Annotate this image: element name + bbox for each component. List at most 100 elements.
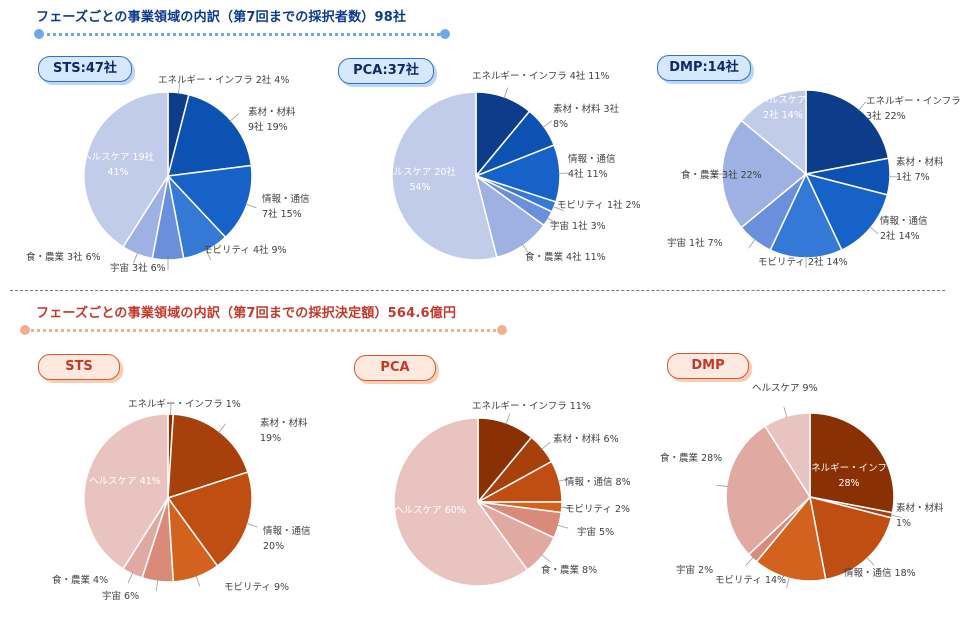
leader-line xyxy=(858,101,867,111)
data-label-materials: 素材・材料 1% xyxy=(896,502,944,529)
data-label-healthcare: ヘルスケア 41% xyxy=(89,476,161,487)
pie-slice-healthcare xyxy=(393,417,529,587)
data-label-space: 宇宙 5% xyxy=(577,526,614,538)
leader-line xyxy=(127,572,134,584)
pie-chart-dmp-count: エネルギー・インフラ 3社 22% 素材・材料 1社 7% 情報・通信 2社 14% モビリ… xyxy=(667,89,960,268)
underline-end-dot xyxy=(20,325,30,335)
leader-line xyxy=(716,484,729,488)
title-underline-top xyxy=(40,33,440,36)
pill-sts-amount: STS xyxy=(38,354,120,380)
data-label-healthcare: ヘルスケア 60% xyxy=(394,505,466,516)
pie-slice-energy-infra xyxy=(809,412,895,514)
leader-line xyxy=(869,226,879,235)
data-label-mobility: モビリティ 2% xyxy=(565,504,630,515)
leader-line xyxy=(541,554,551,563)
leader-line xyxy=(783,406,788,419)
data-label-space: 宇宙 1社 3% xyxy=(550,220,606,232)
data-label-info-comm: 情報・通信 7社 15% xyxy=(262,193,310,220)
underline-end-dot xyxy=(440,29,450,39)
data-label-food-agri: 食・農業 28% xyxy=(660,452,722,464)
leader-line xyxy=(133,252,139,264)
data-label-mobility: モビリティ 14% xyxy=(715,575,786,586)
leader-line xyxy=(245,203,257,209)
data-label-materials: 素材・材料 1社 7% xyxy=(896,156,944,183)
data-label-info-comm: 情報・通信 4社 11% xyxy=(568,153,616,180)
leader-line xyxy=(748,238,756,249)
data-label-energy-infra: エネルギー・インフラ 3社 22% xyxy=(866,96,960,122)
title-underline-bottom xyxy=(26,329,501,332)
pie-slice-healthcare xyxy=(740,89,807,176)
leader-line xyxy=(546,217,558,225)
data-label-space: 宇宙 2% xyxy=(676,564,713,576)
leader-line xyxy=(229,113,239,122)
pie-chart-sts-amount: エネルギー・インフラ 1% 素材・材料 19% 情報・通信 20% モビリティ 9% 宇宙 … xyxy=(52,399,311,602)
underline-end-dot xyxy=(34,29,44,39)
leader-line xyxy=(505,413,511,425)
data-label-space: 宇宙 6% xyxy=(102,590,139,602)
leader-line xyxy=(786,576,790,589)
section-title-funding-amount: フェーズごとの事業領域の内訳（第7回までの採択決定額）564.6億円 xyxy=(36,306,457,321)
leader-line xyxy=(155,579,159,592)
data-label-space: 宇宙 1社 7% xyxy=(667,237,723,249)
data-label-healthcare: ヘルスケア 9% xyxy=(752,383,818,394)
data-label-mobility: モビリティ 9% xyxy=(224,582,289,593)
leader-line xyxy=(557,478,570,482)
data-label-healthcare: ヘルスケア 2社 14% xyxy=(759,95,807,121)
data-label-info-comm: 情報・通信 20% xyxy=(263,525,311,552)
data-label-food-agri: 食・農業 3社 22% xyxy=(681,169,762,181)
data-label-food-agri: 食・農業 8% xyxy=(541,564,597,576)
pie-chart-dmp-amount: エネルギー・インフラ 28% 素材・材料 1% 情報・通信 18% モビリティ 14%宇宙… xyxy=(660,383,944,589)
pill-pca-count: PCA:37社 xyxy=(338,58,434,84)
data-label-healthcare: ヘルスケア 19社 41% xyxy=(82,151,155,178)
data-label-energy-infra: エネルギー・インフラ 1% xyxy=(128,399,241,410)
leader-line xyxy=(205,249,212,260)
pie-chart-pca-count: エネルギー・インフラ 4社 11% 素材・材料 3社 8% 情報・通信 4社 11% モビ… xyxy=(384,70,641,263)
data-label-mobility: モビリティ 1社 2% xyxy=(557,199,641,211)
pie-slice-healthcare xyxy=(83,91,169,248)
leader-line xyxy=(195,575,201,587)
leader-line xyxy=(542,120,553,128)
data-label-materials: 素材・材料 3社 8% xyxy=(553,103,620,130)
leader-line xyxy=(246,523,258,528)
data-label-info-comm: 情報・通信 18% xyxy=(844,567,916,579)
pie-slice-healthcare xyxy=(391,91,498,261)
data-label-healthcare: ヘルスケア 20社 54% xyxy=(384,166,457,193)
data-label-food-agri: 食・農業 3社 6% xyxy=(26,251,101,263)
data-label-info-comm: 情報・通信 8% xyxy=(565,476,631,488)
pie-chart-pca-amount: エネルギー・インフラ 11% 素材・材料 6% 情報・通信 8% モビリティ 2% 宇宙… xyxy=(393,401,631,587)
data-label-materials: 素材・材料 6% xyxy=(553,433,619,445)
leader-line xyxy=(560,506,572,509)
leader-line xyxy=(177,82,181,95)
data-label-energy-infra: エネルギー・インフラ 28% xyxy=(802,463,897,489)
pie-slice-healthcare xyxy=(83,413,169,570)
leader-line xyxy=(521,243,530,254)
leader-line xyxy=(503,87,509,99)
leader-line xyxy=(218,423,226,434)
data-label-space: 宇宙 3社 6% xyxy=(110,262,166,274)
data-label-energy-infra: エネルギー・インフラ 2社 4% xyxy=(158,74,289,86)
leader-line xyxy=(745,556,754,566)
data-label-mobility: モビリティ 4社 9% xyxy=(203,244,287,256)
data-label-energy-infra: エネルギー・インフラ 11% xyxy=(472,401,591,412)
leader-line xyxy=(552,205,564,211)
section-divider xyxy=(10,290,945,291)
pill-dmp-amount: DMP xyxy=(667,353,749,379)
leader-line xyxy=(890,514,902,518)
data-label-materials: 素材・材料 19% xyxy=(260,417,308,444)
pill-pca-amount: PCA xyxy=(354,355,436,381)
data-label-food-agri: 食・農業 4% xyxy=(52,574,108,586)
data-label-materials: 素材・材料 9社 19% xyxy=(248,106,296,133)
pill-sts-count: STS:47社 xyxy=(38,56,132,82)
leader-line xyxy=(556,524,569,529)
data-label-food-agri: 食・農業 4社 11% xyxy=(525,251,606,263)
leader-line xyxy=(541,441,551,450)
pie-chart-sts-count: エネルギー・インフラ 2社 4% 素材・材料 9社 19% 情報・通信 7社 15% モビ… xyxy=(26,74,310,274)
section-title-company-count: フェーズごとの事業領域の内訳（第7回までの採択者数）98社 xyxy=(36,10,407,25)
data-label-mobility: モビリティ 2社 14% xyxy=(758,256,848,268)
leader-line xyxy=(866,556,875,566)
data-label-energy-infra: エネルギー・インフラ 4社 11% xyxy=(472,70,609,82)
data-label-info-comm: 情報・通信 2社 14% xyxy=(880,215,928,242)
underline-end-dot xyxy=(497,325,507,335)
pill-dmp-count: DMP:14社 xyxy=(657,55,751,81)
